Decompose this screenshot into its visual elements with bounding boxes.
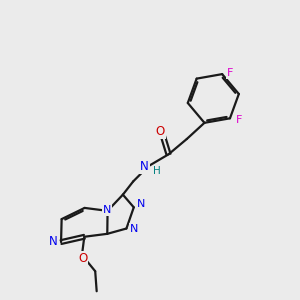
Text: N: N — [137, 200, 145, 209]
Text: N: N — [49, 235, 58, 248]
Text: O: O — [156, 124, 165, 138]
Text: F: F — [227, 68, 234, 78]
Text: F: F — [236, 115, 242, 125]
Text: N: N — [103, 205, 111, 215]
Text: H: H — [153, 167, 160, 176]
Text: N: N — [130, 224, 138, 234]
Text: N: N — [140, 160, 149, 173]
Text: O: O — [78, 252, 87, 265]
